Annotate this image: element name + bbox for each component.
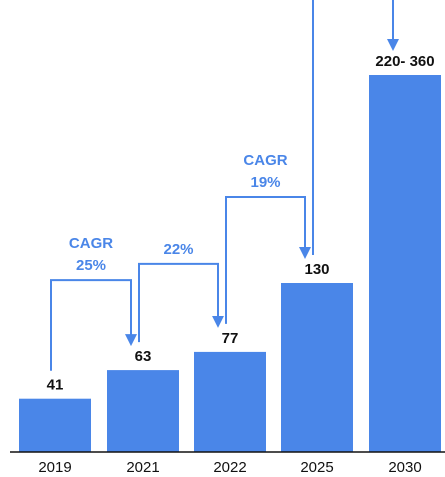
growth-arrow-3: [225, 196, 311, 324]
x-tick-2019: 2019: [38, 459, 71, 476]
bar-2021: [107, 370, 179, 452]
bar-2025: [281, 283, 353, 452]
growth-arrow-1: [50, 279, 137, 371]
growth-label-1-1: CAGR: [69, 235, 113, 252]
bar-2022: [194, 351, 266, 452]
x-tick-2025: 2025: [300, 459, 333, 476]
value-label-2025: 130: [304, 261, 329, 278]
x-tick-2022: 2022: [213, 459, 246, 476]
x-tick-2021: 2021: [126, 459, 159, 476]
bar-2030: [369, 75, 441, 452]
bars-group: [19, 75, 441, 452]
growth-arrow-2: [138, 262, 224, 343]
annotations-group: CAGR 25% 22% CAGR 19%: [50, 0, 399, 371]
growth-label-1-2: 25%: [76, 257, 106, 274]
value-label-2019: 41: [47, 377, 64, 394]
x-tick-labels-group: 2019 2021 2022 2025 2030: [38, 459, 421, 476]
value-label-2030: 220- 360: [375, 53, 434, 70]
growth-arrow-4: [312, 0, 399, 255]
value-labels-group: 41 63 77 130 220- 360: [47, 53, 435, 394]
growth-label-3-1: CAGR: [243, 152, 287, 169]
bar-2019: [19, 398, 91, 452]
value-label-2022: 77: [222, 330, 239, 347]
x-tick-2030: 2030: [388, 459, 421, 476]
value-label-2021: 63: [135, 348, 152, 365]
growth-label-2-1: 22%: [163, 241, 193, 258]
growth-label-3-2: 19%: [250, 174, 280, 191]
